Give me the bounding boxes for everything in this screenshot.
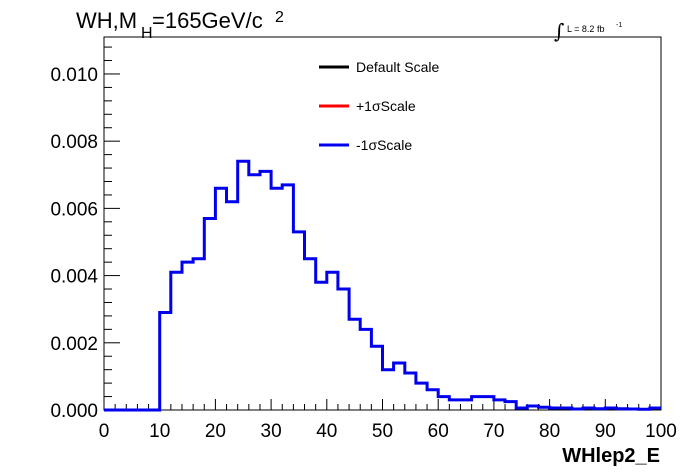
x-tick-label: 60 [428, 421, 449, 442]
x-tick-label: 30 [261, 421, 282, 442]
x-tick-label: 40 [316, 421, 337, 442]
chart-title-superscript: 2 [275, 9, 284, 26]
legend-label-default: Default Scale [356, 59, 439, 75]
y-tick-label: 0.004 [50, 267, 98, 288]
x-tick-label: 0 [99, 421, 110, 442]
y-tick-label: 0.010 [50, 65, 98, 86]
x-tick-label: 70 [483, 421, 504, 442]
chart-title-subscript: H [141, 25, 153, 42]
y-tick-label: 0.006 [50, 199, 98, 220]
chart-title-rest: =165GeV/c [152, 8, 263, 33]
x-axis-title: WHlep2_E [562, 445, 660, 467]
legend-label-plus1sigma: +1σScale [356, 98, 416, 114]
integral-symbol: ∫ [554, 19, 564, 43]
y-axis: 0.000 0.002 0.004 0.006 0.008 0.010 [50, 46, 120, 422]
x-tick-label: 100 [645, 421, 677, 442]
legend: Default Scale +1σScale -1σScale [319, 59, 439, 153]
x-tick-label: 80 [539, 421, 560, 442]
series-line-minus1sigma [104, 159, 661, 412]
y-tick-label: 0.008 [50, 132, 98, 153]
y-tick-label: 0.002 [50, 334, 98, 355]
luminosity-label: L = 8.2 fb [567, 24, 604, 34]
legend-label-minus1sigma: -1σScale [356, 137, 412, 153]
luminosity-exponent: -1 [616, 22, 622, 29]
x-axis: 0 10 20 30 40 50 60 70 80 90 100 [99, 399, 677, 442]
x-tick-label: 50 [372, 421, 393, 442]
x-tick-label: 20 [205, 421, 226, 442]
x-tick-label: 90 [595, 421, 616, 442]
x-tick-label: 10 [149, 421, 170, 442]
chart-title: WH,M [76, 8, 137, 33]
plot-area [104, 159, 661, 412]
y-tick-label: 0.000 [50, 401, 98, 422]
